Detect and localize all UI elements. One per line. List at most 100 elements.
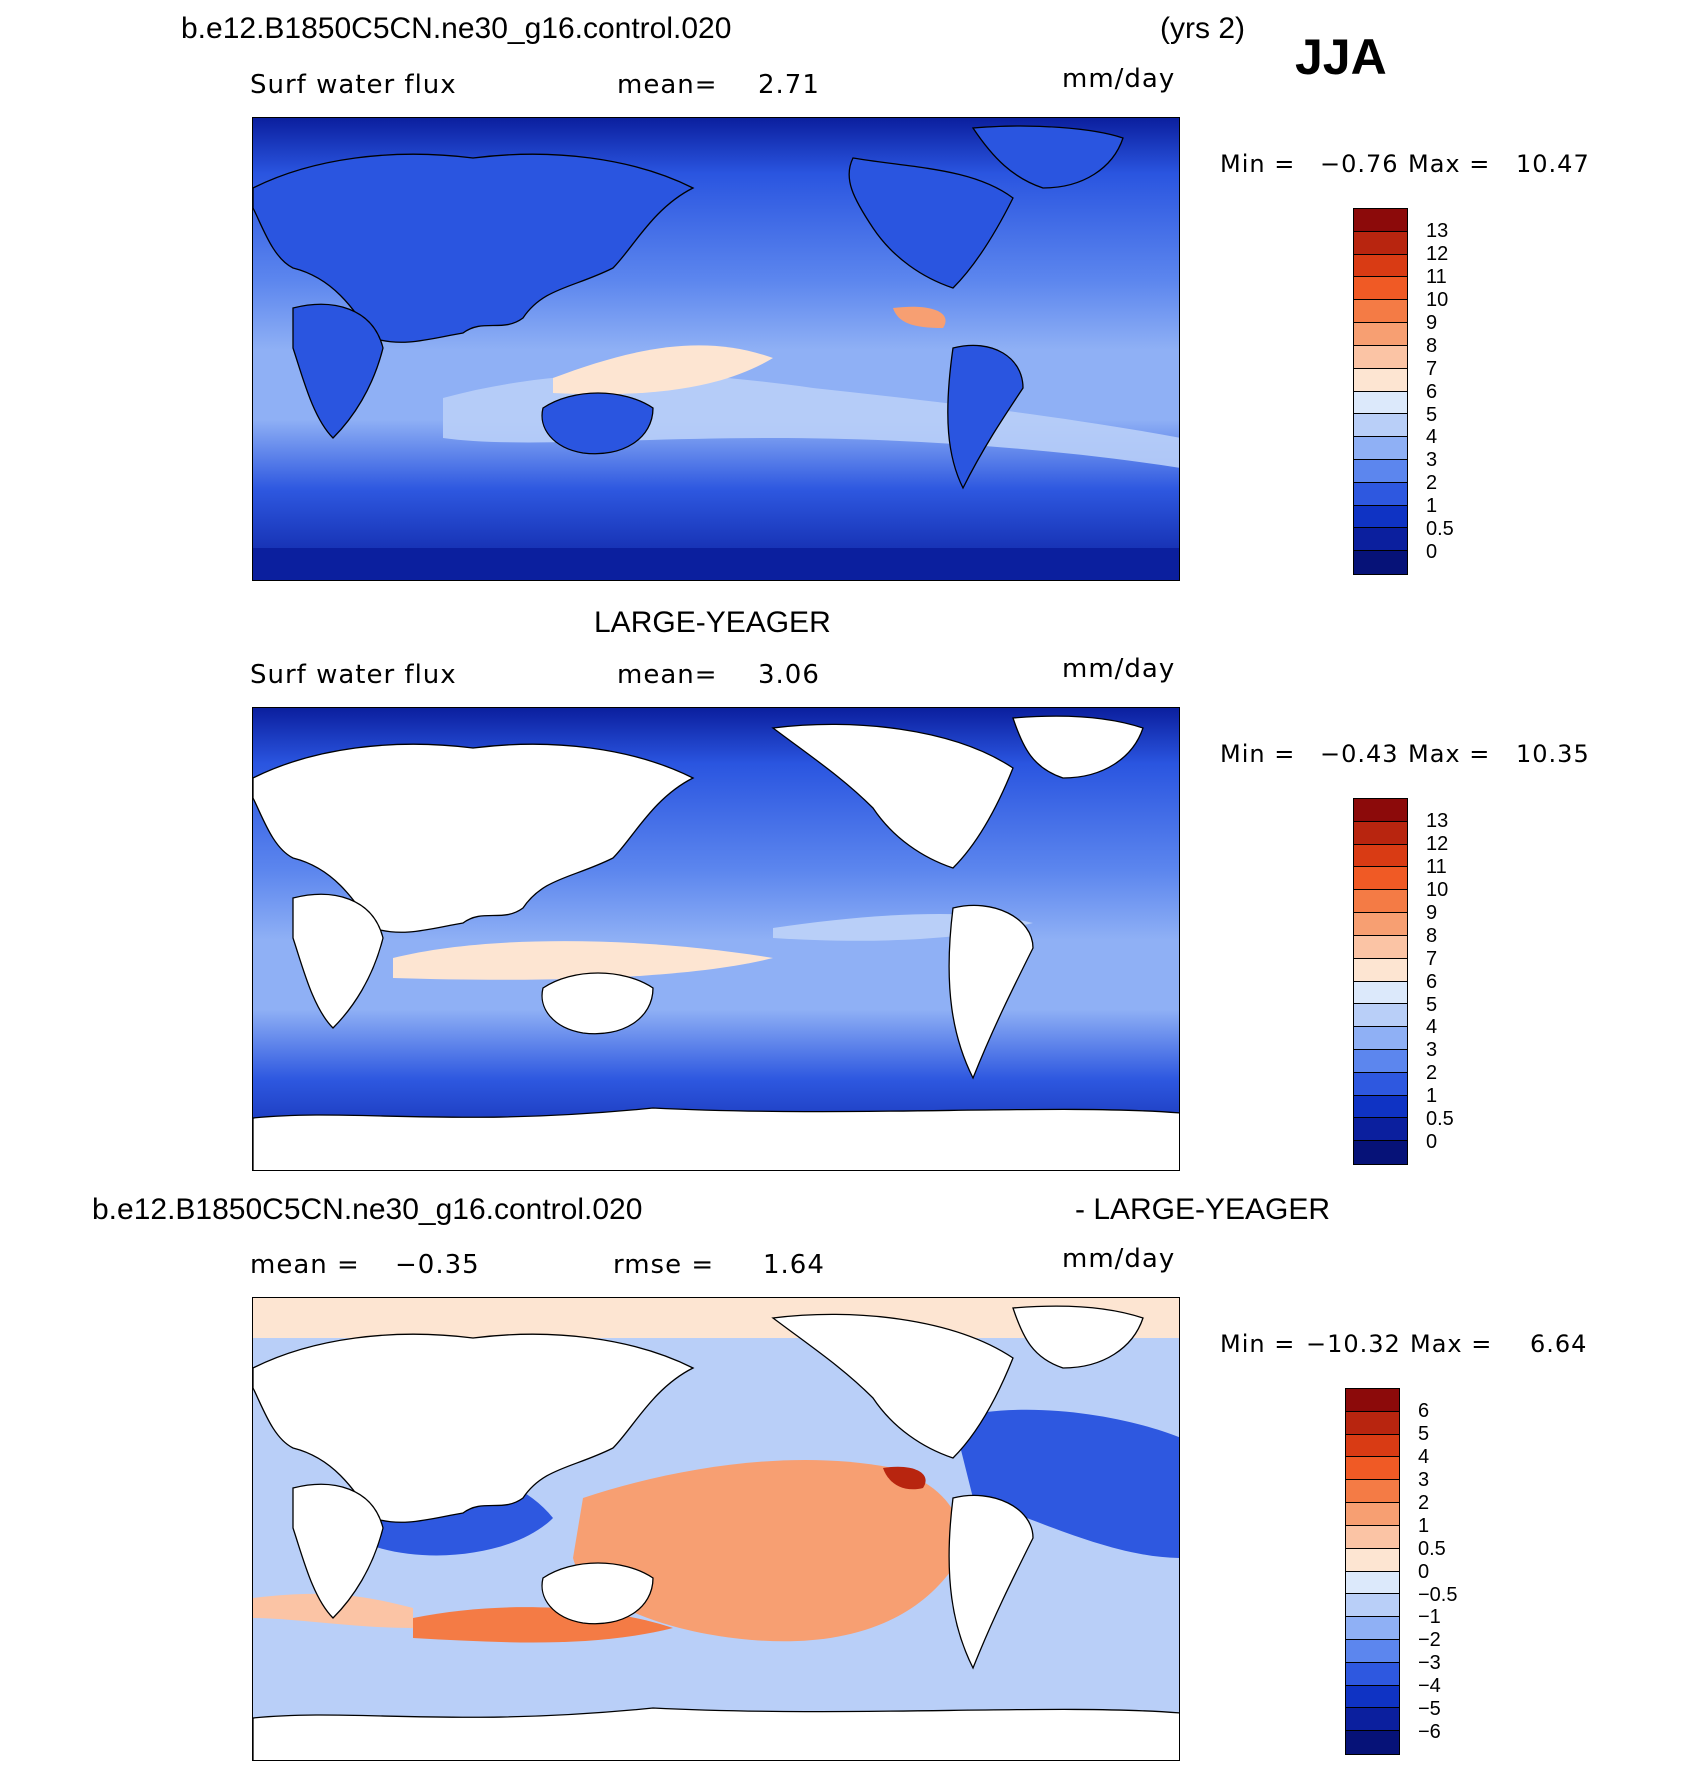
panel3-max-label: Max =	[1410, 1330, 1493, 1358]
colorbar-swatch	[1354, 300, 1407, 324]
panel1-map	[252, 117, 1180, 581]
colorbar-swatch	[1354, 254, 1407, 278]
years-label: (yrs 2)	[1160, 12, 1245, 45]
panel1-max-value: 10.47	[1516, 150, 1590, 178]
colorbar-tick-label: 0	[1426, 541, 1438, 564]
colorbar-swatch	[1354, 505, 1407, 529]
colorbar-tick-label: 6	[1418, 1400, 1430, 1422]
panel3-max-value: 6.64	[1530, 1330, 1588, 1358]
panel2-max-label: Max =	[1408, 740, 1491, 768]
colorbar-swatch	[1354, 799, 1407, 822]
panel3-atlantic-dry	[953, 1409, 1179, 1558]
colorbar-tick-label: −1	[1418, 1606, 1441, 1629]
colorbar-tick-label: 4	[1418, 1445, 1430, 1468]
colorbar-swatch	[1346, 1662, 1399, 1686]
colorbar-swatch	[1346, 1480, 1399, 1504]
panel3-colorbar-labels: 6 5 4 3 2 1 0.5 0 −0.5 −1 −2 −3 −4 −5 −6	[1418, 1400, 1488, 1750]
colorbar-tick-label: 9	[1426, 311, 1438, 334]
panel3-map	[252, 1297, 1180, 1761]
colorbar-tick-label: 3	[1426, 1039, 1438, 1062]
colorbar-swatch	[1354, 437, 1407, 460]
colorbar-swatch	[1354, 459, 1407, 483]
panel2-warm-band	[393, 941, 773, 980]
colorbar-swatch	[1346, 1594, 1399, 1618]
colorbar-tick-label: 13	[1426, 220, 1449, 242]
panel3-mean-label: mean =	[250, 1250, 360, 1280]
panel1-epac-max	[893, 306, 946, 328]
colorbar-tick-label: 3	[1426, 449, 1438, 472]
colorbar-swatch	[1354, 821, 1407, 845]
panel2-colorbar	[1353, 798, 1408, 1165]
colorbar-swatch	[1346, 1617, 1399, 1640]
colorbar-swatch	[1354, 958, 1407, 982]
colorbar-tick-label: 9	[1426, 901, 1438, 924]
colorbar-tick-label: 11	[1426, 855, 1447, 878]
panel3-title-left: b.e12.B1850C5CN.ne30_g16.control.020	[92, 1193, 643, 1226]
panel2-min-value: −0.43	[1320, 740, 1399, 768]
panel1-mean-value: 2.71	[758, 70, 820, 100]
colorbar-tick-label: −6	[1418, 1721, 1441, 1744]
colorbar-tick-label: 4	[1426, 426, 1438, 449]
colorbar-swatch	[1354, 528, 1407, 552]
colorbar-tick-label: 0	[1418, 1560, 1430, 1583]
colorbar-swatch	[1354, 890, 1407, 914]
panel1-antarctic	[253, 548, 1179, 580]
colorbar-swatch	[1354, 323, 1407, 346]
colorbar-swatch	[1354, 414, 1407, 438]
panel3-epac-max	[883, 1466, 926, 1490]
colorbar-swatch	[1346, 1548, 1399, 1572]
colorbar-tick-label: 0.5	[1418, 1537, 1446, 1560]
colorbar-tick-label: 3	[1418, 1468, 1430, 1491]
colorbar-swatch	[1354, 482, 1407, 506]
panel2-map	[252, 707, 1180, 1171]
panel2-colorbar-labels: 13 12 11 10 9 8 7 6 5 4 3 2 1 0.5 0	[1426, 810, 1486, 1160]
colorbar-tick-label: 10	[1426, 288, 1449, 311]
panel2-min-label: Min =	[1220, 740, 1296, 768]
panel1-warm-pool	[553, 345, 773, 395]
colorbar-swatch	[1354, 1049, 1407, 1073]
colorbar-tick-label: 1	[1418, 1514, 1430, 1537]
colorbar-swatch	[1346, 1731, 1399, 1754]
colorbar-tick-label: 13	[1426, 810, 1449, 832]
panel1-map-svg	[253, 118, 1179, 580]
colorbar-tick-label: 1	[1426, 495, 1438, 518]
colorbar-tick-label: 8	[1426, 334, 1438, 357]
colorbar-swatch	[1354, 935, 1407, 959]
colorbar-swatch	[1354, 1095, 1407, 1119]
colorbar-tick-label: 0.5	[1426, 518, 1454, 541]
colorbar-swatch	[1346, 1411, 1399, 1435]
panel3-min-value: −10.32	[1306, 1330, 1401, 1358]
colorbar-tick-label: 4	[1426, 1016, 1438, 1039]
season-label: JJA	[1295, 29, 1387, 85]
panel1-min-label: Min =	[1220, 150, 1296, 178]
panel2-antarctic	[253, 1107, 1179, 1170]
colorbar-tick-label: 11	[1426, 265, 1447, 288]
colorbar-tick-label: 0.5	[1426, 1108, 1454, 1131]
colorbar-tick-label: −0.5	[1418, 1583, 1458, 1606]
colorbar-swatch	[1346, 1503, 1399, 1526]
panel2-mean-value: 3.06	[758, 660, 820, 690]
panel1-min-value: −0.76	[1320, 150, 1399, 178]
colorbar-tick-label: −3	[1418, 1652, 1441, 1675]
panel1-mean-label: mean=	[617, 70, 718, 100]
colorbar-swatch	[1346, 1525, 1399, 1549]
colorbar-tick-label: 12	[1426, 832, 1449, 855]
panel3-title-right: - LARGE-YEAGER	[1075, 1193, 1331, 1226]
colorbar-swatch	[1354, 368, 1407, 392]
colorbar-tick-label: 2	[1426, 472, 1438, 495]
panel2-max-value: 10.35	[1516, 740, 1590, 768]
colorbar-tick-label: −5	[1418, 1698, 1441, 1721]
case-title: b.e12.B1850C5CN.ne30_g16.control.020	[181, 12, 732, 45]
colorbar-swatch	[1354, 231, 1407, 255]
colorbar-swatch	[1354, 277, 1407, 301]
colorbar-swatch	[1354, 391, 1407, 415]
panel3-pacific-wet	[573, 1459, 961, 1642]
colorbar-tick-label: 2	[1418, 1491, 1430, 1514]
panel1-colorbar-labels: 13 12 11 10 9 8 7 6 5 4 3 2 1 0.5 0	[1426, 220, 1486, 570]
colorbar-swatch	[1354, 345, 1407, 369]
colorbar-tick-label: 6	[1426, 380, 1438, 403]
panel3-rmse-label: rmse =	[613, 1250, 715, 1280]
panel1-continents	[253, 125, 1124, 490]
colorbar-tick-label: −2	[1418, 1629, 1441, 1652]
colorbar-swatch	[1354, 1072, 1407, 1096]
